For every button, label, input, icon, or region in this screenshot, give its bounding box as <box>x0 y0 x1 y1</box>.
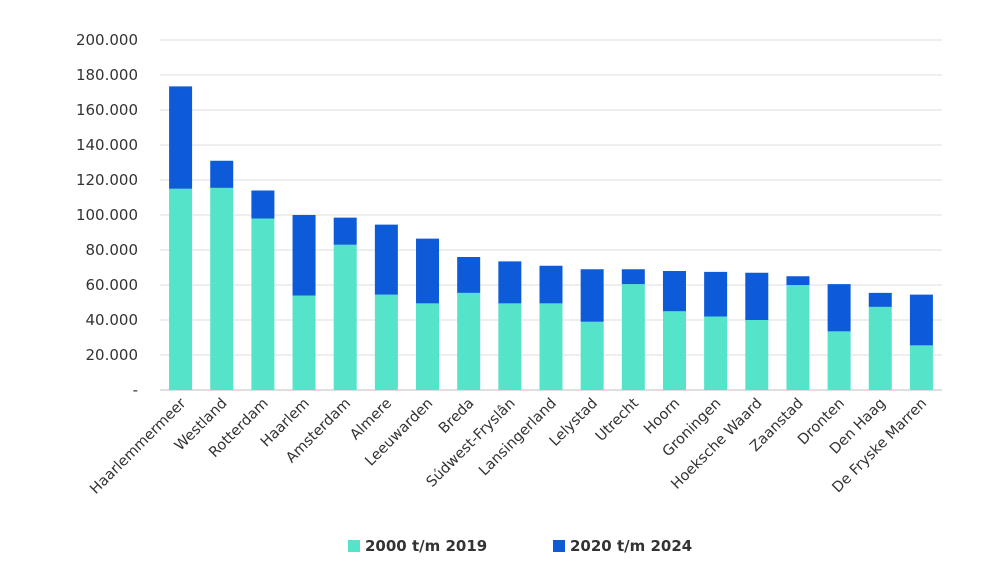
stacked-bar-chart: - 20.000 40.000 60.000 80.000 100.000 120.000 1… <box>76 31 942 498</box>
bar-almere-2020-2024 <box>374 224 398 295</box>
bar-lansingerland-2020-2024 <box>539 265 563 304</box>
legend-item-2020-2024: 2020 t/m 2024 <box>553 537 692 555</box>
bar-lansingerland-2000-2019 <box>539 303 563 390</box>
bar-hoorn-2000-2019 <box>662 311 686 390</box>
bars <box>169 86 933 390</box>
bar-breda-2020-2024 <box>457 257 481 293</box>
bar-zaanstad-2020-2024 <box>786 276 810 285</box>
bar-de-fryske-marren-2000-2019 <box>909 345 933 390</box>
bar-westland-2020-2024 <box>210 160 234 188</box>
bar-dronten-2000-2019 <box>827 331 851 390</box>
y-tick-label: 80.000 <box>86 241 139 259</box>
legend-swatch-2000-2019 <box>348 540 360 552</box>
y-tick-label: 100.000 <box>76 206 138 224</box>
bar-den-haag-2000-2019 <box>868 306 892 390</box>
x-tick-label-utrecht: Utrecht <box>593 395 643 445</box>
legend: 2000 t/m 2019 2020 t/m 2024 <box>0 537 1005 559</box>
bar-lelystad-2000-2019 <box>580 321 604 390</box>
bar-sudwest-fryslan-2000-2019 <box>498 303 522 390</box>
bar-hoeksche-waard-2020-2024 <box>745 272 769 320</box>
bar-rotterdam-2000-2019 <box>251 218 275 390</box>
bar-almere-2000-2019 <box>374 294 398 390</box>
bar-hoeksche-waard-2000-2019 <box>745 320 769 390</box>
bar-leeuwarden-2020-2024 <box>416 238 440 304</box>
bar-hoorn-2020-2024 <box>662 271 686 312</box>
bar-amsterdam-2020-2024 <box>333 217 357 245</box>
bar-lelystad-2020-2024 <box>580 269 604 322</box>
y-tick-label: 140.000 <box>76 136 138 154</box>
x-tick-label-haarlemmermeer: Haarlemmermeer <box>87 395 189 497</box>
y-axis: - 20.000 40.000 60.000 80.000 100.000 120.000 1… <box>76 31 138 399</box>
bar-zaanstad-2000-2019 <box>786 285 810 390</box>
bar-utrecht-2000-2019 <box>621 284 645 390</box>
y-tick-label: 20.000 <box>86 346 139 364</box>
gridlines <box>160 39 942 391</box>
bar-groningen-2020-2024 <box>704 271 728 317</box>
y-tick-label: 40.000 <box>86 311 139 329</box>
bar-groningen-2000-2019 <box>704 316 728 390</box>
y-tick-label: 160.000 <box>76 101 138 119</box>
legend-label-2020-2024: 2020 t/m 2024 <box>570 537 693 555</box>
bar-amsterdam-2000-2019 <box>333 244 357 390</box>
legend-label-2000-2019: 2000 t/m 2019 <box>365 537 488 555</box>
bar-haarlemmermeer-2020-2024 <box>169 86 193 189</box>
bar-haarlem-2000-2019 <box>292 295 316 390</box>
bar-rotterdam-2020-2024 <box>251 190 275 219</box>
bar-leeuwarden-2000-2019 <box>416 303 440 390</box>
y-tick-label: 60.000 <box>86 276 139 294</box>
y-tick-label: 180.000 <box>76 66 138 84</box>
legend-swatch-2020-2024 <box>553 540 565 552</box>
bar-dronten-2020-2024 <box>827 284 851 332</box>
bar-breda-2000-2019 <box>457 292 481 390</box>
y-tick-label: 120.000 <box>76 171 138 189</box>
legend-item-2000-2019: 2000 t/m 2019 <box>348 537 487 555</box>
bar-utrecht-2020-2024 <box>621 269 645 285</box>
bar-sudwest-fryslan-2020-2024 <box>498 261 522 304</box>
y-tick-label: - <box>133 381 138 399</box>
bar-de-fryske-marren-2020-2024 <box>909 294 933 346</box>
y-tick-label: 200.000 <box>76 31 138 49</box>
bar-den-haag-2020-2024 <box>868 292 892 307</box>
bar-westland-2000-2019 <box>210 187 234 390</box>
bar-haarlemmermeer-2000-2019 <box>169 188 193 390</box>
x-axis: HaarlemmermeerWestlandRotterdamHaarlemAm… <box>87 395 930 497</box>
bar-haarlem-2020-2024 <box>292 215 316 296</box>
